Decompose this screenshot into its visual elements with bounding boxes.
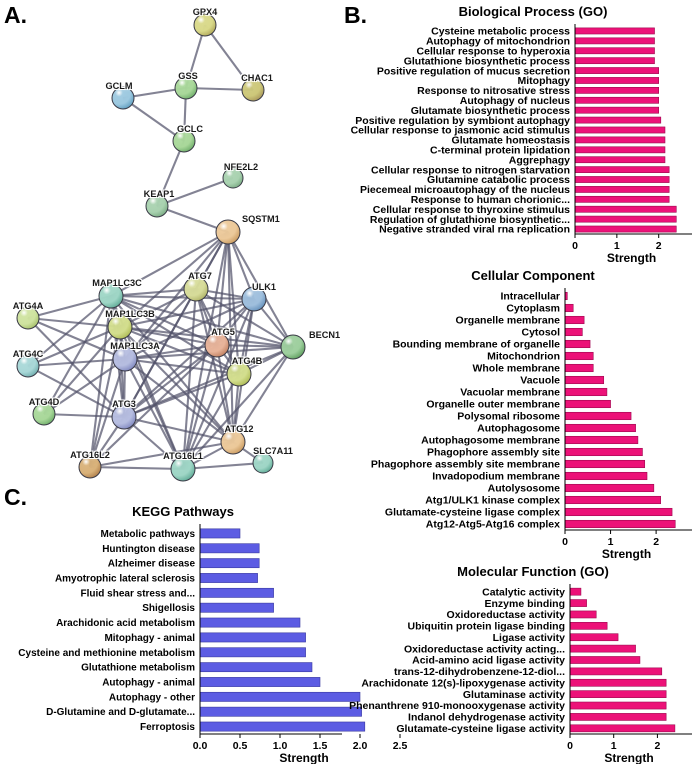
- svg-text:Atg12-Atg5-Atg16 complex: Atg12-Atg5-Atg16 complex: [426, 519, 560, 531]
- svg-text:2: 2: [654, 740, 660, 752]
- svg-text:0: 0: [562, 536, 568, 548]
- svg-text:Bounding membrane of organelle: Bounding membrane of organelle: [393, 339, 561, 351]
- svg-text:0: 0: [567, 740, 573, 752]
- svg-text:Autophagosome membrane: Autophagosome membrane: [421, 435, 560, 447]
- svg-text:Enzyme binding: Enzyme binding: [484, 598, 565, 610]
- svg-text:Metabolic pathways: Metabolic pathways: [101, 529, 196, 540]
- svg-text:Cellular Component: Cellular Component: [471, 268, 595, 283]
- svg-text:Arachidonate 12(s)-lipoxygenas: Arachidonate 12(s)-lipoxygenase activity: [361, 677, 565, 689]
- svg-text:Autophagosome: Autophagosome: [477, 423, 560, 435]
- svg-text:Glutamate-cysteine ligase acti: Glutamate-cysteine ligase activity: [396, 723, 565, 735]
- svg-text:Strength: Strength: [607, 251, 656, 265]
- svg-text:Ligase activity: Ligase activity: [493, 632, 566, 644]
- svg-text:Phagophore assembly site membr: Phagophore assembly site membrane: [371, 459, 560, 471]
- svg-text:trans-12-dihydrobenzene-12-dio: trans-12-dihydrobenzene-12-diol...: [394, 666, 565, 678]
- svg-text:Oxidoreductase activity: Oxidoreductase activity: [447, 609, 566, 621]
- svg-text:Organelle outer membrane: Organelle outer membrane: [426, 399, 560, 411]
- svg-text:Fluid shear stress and...: Fluid shear stress and...: [81, 588, 196, 599]
- svg-text:0.5: 0.5: [233, 740, 248, 752]
- svg-text:Strength: Strength: [279, 751, 328, 764]
- svg-text:Vacuole: Vacuole: [520, 375, 560, 387]
- svg-text:Cysteine and methionine metabo: Cysteine and methionine metabolism: [18, 648, 195, 659]
- svg-text:2: 2: [656, 240, 662, 252]
- svg-text:Organelle membrane: Organelle membrane: [456, 315, 561, 327]
- svg-text:Cytoplasm: Cytoplasm: [506, 303, 560, 315]
- svg-text:Atg1/ULK1 kinase complex: Atg1/ULK1 kinase complex: [425, 495, 560, 507]
- svg-text:Autophagy - animal: Autophagy - animal: [102, 678, 195, 689]
- svg-text:0: 0: [572, 240, 578, 252]
- svg-text:Huntington disease: Huntington disease: [102, 544, 195, 555]
- svg-text:Amyotrophic lateral sclerosis: Amyotrophic lateral sclerosis: [55, 574, 195, 585]
- svg-text:Alzheimer disease: Alzheimer disease: [108, 559, 196, 570]
- svg-text:Invadopodium membrane: Invadopodium membrane: [432, 471, 560, 483]
- svg-text:Biological Process (GO): Biological Process (GO): [459, 4, 608, 19]
- svg-text:Ferroptosis: Ferroptosis: [140, 722, 195, 733]
- svg-text:Arachidonic acid metabolism: Arachidonic acid metabolism: [56, 618, 195, 629]
- svg-text:Mitophagy - animal: Mitophagy - animal: [104, 633, 195, 644]
- svg-text:Oxidoreductase activity acting: Oxidoreductase activity acting...: [404, 643, 565, 655]
- svg-text:Glutaminase activity: Glutaminase activity: [463, 689, 565, 701]
- svg-text:Negative stranded viral rna re: Negative stranded viral rna replication: [379, 224, 570, 236]
- svg-text:Strength: Strength: [604, 751, 653, 764]
- svg-text:KEGG Pathways: KEGG Pathways: [132, 504, 234, 519]
- svg-text:Shigellosis: Shigellosis: [142, 603, 195, 614]
- svg-text:0.0: 0.0: [193, 740, 208, 752]
- svg-text:Catalytic activity: Catalytic activity: [482, 586, 565, 598]
- svg-text:2: 2: [653, 536, 659, 548]
- svg-text:Cytosol: Cytosol: [521, 327, 560, 339]
- svg-text:Indanol dehydrogenase activity: Indanol dehydrogenase activity: [408, 712, 565, 724]
- svg-text:Acid-amino acid ligase activit: Acid-amino acid ligase activity: [412, 655, 565, 667]
- svg-text:Glutathione metabolism: Glutathione metabolism: [81, 663, 195, 674]
- svg-text:Intracellular: Intracellular: [500, 291, 560, 303]
- svg-text:Mitochondrion: Mitochondrion: [487, 351, 560, 363]
- svg-text:Phenanthrene 910-monooxygenase: Phenanthrene 910-monooxygenase activity: [349, 700, 565, 712]
- svg-text:Polysomal ribosome: Polysomal ribosome: [457, 411, 560, 423]
- svg-text:Autophagy - other: Autophagy - other: [109, 692, 195, 703]
- svg-text:Phagophore assembly site: Phagophore assembly site: [427, 447, 560, 459]
- svg-text:Molecular Function (GO): Molecular Function (GO): [457, 564, 609, 579]
- svg-text:Ubiquitin protein ligase bindi: Ubiquitin protein ligase binding: [408, 621, 566, 633]
- svg-text:Whole membrane: Whole membrane: [472, 363, 560, 375]
- svg-text:D-Glutamine and D-glutamate...: D-Glutamine and D-glutamate...: [46, 707, 195, 718]
- svg-text:Vacuolar membrane: Vacuolar membrane: [460, 387, 560, 399]
- svg-text:Autolysosome: Autolysosome: [488, 483, 561, 495]
- svg-text:Strength: Strength: [602, 547, 651, 561]
